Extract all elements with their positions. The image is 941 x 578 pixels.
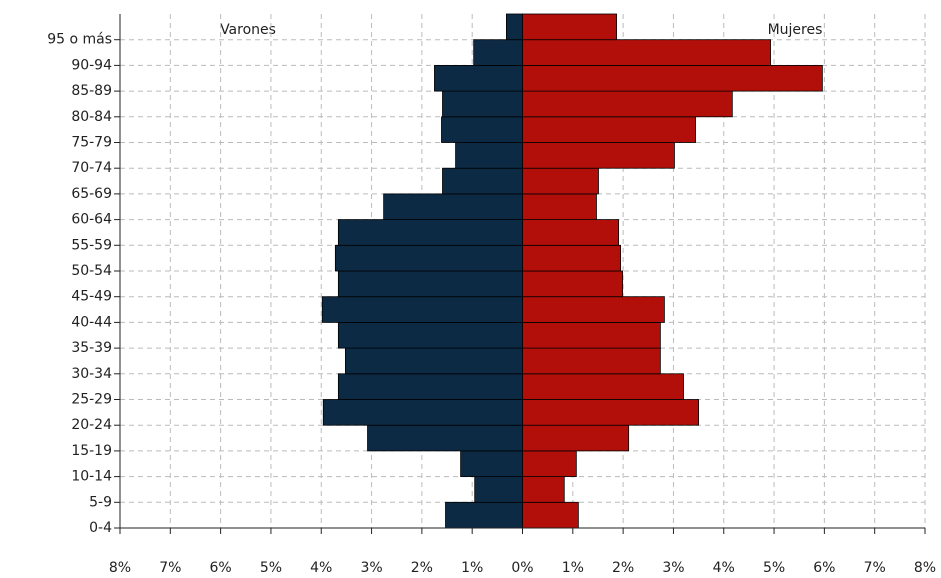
legend-mujeres: Mujeres <box>768 22 823 38</box>
bar <box>522 193 597 220</box>
bar <box>334 244 523 272</box>
bar <box>442 167 523 195</box>
y-tick-label: 10-14 <box>71 469 112 485</box>
y-tick-label: 30-34 <box>71 366 112 382</box>
bar <box>522 399 699 426</box>
x-tick-label: 3% <box>662 560 684 576</box>
x-tick-label: 7% <box>864 560 886 576</box>
bar <box>367 424 523 452</box>
bar <box>522 373 684 400</box>
x-tick-label: 1% <box>562 560 584 576</box>
bar <box>337 219 523 246</box>
y-tick-label: 25-29 <box>71 392 112 408</box>
bar <box>460 450 523 477</box>
bar <box>522 501 579 529</box>
bar <box>441 116 523 143</box>
bar <box>442 90 523 118</box>
y-tick-label: 45-49 <box>71 289 112 305</box>
y-tick-label: 75-79 <box>71 135 112 151</box>
y-tick-label: 50-54 <box>71 263 112 279</box>
bar <box>522 90 733 118</box>
bar <box>522 219 619 246</box>
bar <box>522 244 622 272</box>
bar <box>522 347 661 375</box>
bar <box>474 476 523 503</box>
bar <box>383 193 523 220</box>
x-tick-label: 2% <box>411 560 433 576</box>
bar <box>322 399 523 426</box>
x-tick-label: 3% <box>360 560 382 576</box>
y-tick-label: 40-44 <box>71 314 112 330</box>
bar <box>522 167 599 195</box>
x-tick-label: 0% <box>511 560 533 576</box>
x-tick-label: 7% <box>159 560 181 576</box>
bar <box>522 476 565 503</box>
bar <box>445 501 523 529</box>
y-tick-label: 0-4 <box>89 520 112 536</box>
y-tick-label: 85-89 <box>71 83 112 99</box>
bar <box>522 296 665 323</box>
bar <box>344 347 523 375</box>
x-tick-label: 6% <box>210 560 232 576</box>
x-tick-label: 8% <box>109 560 131 576</box>
x-tick-label: 5% <box>763 560 785 576</box>
bar <box>321 296 523 323</box>
bar <box>522 116 696 143</box>
bar <box>522 39 771 66</box>
x-tick-label: 5% <box>260 560 282 576</box>
bar <box>522 65 823 92</box>
x-tick-label: 8% <box>914 560 936 576</box>
y-tick-label: 5-9 <box>89 494 112 510</box>
y-tick-label: 20-24 <box>71 417 112 433</box>
bar <box>434 65 523 92</box>
y-tick-label: 80-84 <box>71 109 112 125</box>
bar <box>337 373 523 400</box>
bar <box>337 321 523 349</box>
y-tick-label: 55-59 <box>71 237 112 253</box>
y-tick-label: 60-64 <box>71 212 112 228</box>
bar <box>455 142 523 169</box>
bar <box>522 13 617 41</box>
x-tick-label: 4% <box>310 560 332 576</box>
y-tick-label: 90-94 <box>71 57 112 73</box>
bar <box>337 270 523 298</box>
y-tick-label: 95 o más <box>47 32 112 48</box>
bar <box>522 450 577 477</box>
y-tick-label: 15-19 <box>71 443 112 459</box>
x-tick-label: 2% <box>612 560 634 576</box>
bar <box>473 39 523 66</box>
bar <box>522 321 661 349</box>
y-tick-label: 35-39 <box>71 340 112 356</box>
y-tick-label: 65-69 <box>71 186 112 202</box>
y-tick-label: 70-74 <box>71 160 112 176</box>
bar <box>505 13 523 41</box>
bar <box>522 424 630 452</box>
x-tick-label: 4% <box>713 560 735 576</box>
x-tick-label: 1% <box>461 560 483 576</box>
bar <box>522 270 624 298</box>
legend-varones: Varones <box>220 22 276 38</box>
x-tick-label: 6% <box>813 560 835 576</box>
bar <box>522 142 675 169</box>
